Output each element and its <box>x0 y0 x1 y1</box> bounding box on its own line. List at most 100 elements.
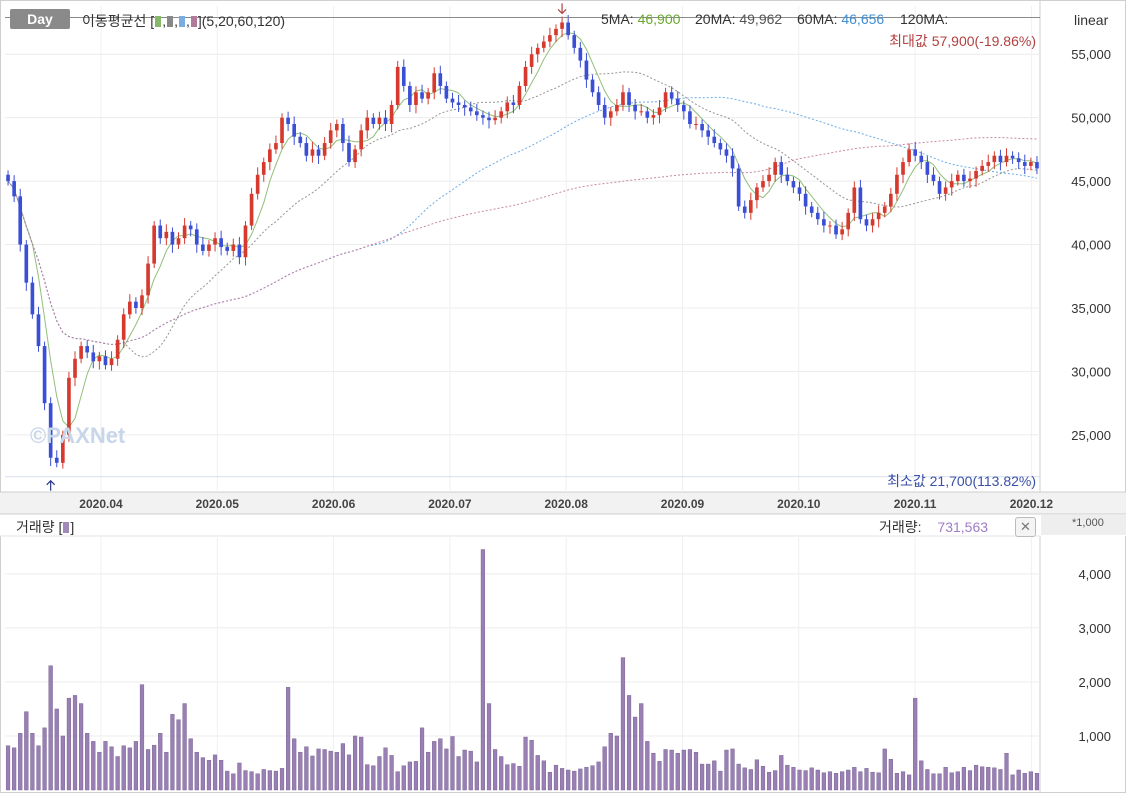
volume-bar <box>1022 773 1027 791</box>
candlestick-series[interactable] <box>6 15 1039 469</box>
ma60-readout-label: 60MA: <box>797 11 838 27</box>
scale-mode-toggle[interactable]: linear <box>1074 12 1109 28</box>
candle-body <box>481 115 485 118</box>
candle <box>231 238 236 257</box>
candle <box>590 75 595 97</box>
candle <box>450 92 455 109</box>
volume-bar <box>121 745 126 791</box>
candle <box>828 221 832 234</box>
candle-body <box>901 162 905 175</box>
volume-bar <box>474 761 479 791</box>
candle-body <box>694 124 698 126</box>
candle <box>870 213 875 233</box>
volume-bar <box>139 684 145 791</box>
date-tick-label: 2020.12 <box>1010 497 1054 511</box>
candle-body <box>456 102 461 105</box>
volume-bar <box>754 759 759 791</box>
period-day-button[interactable]: Day <box>10 9 70 29</box>
candle-body <box>943 187 948 194</box>
candle <box>462 100 467 116</box>
candle-body <box>103 356 108 366</box>
candle <box>657 100 662 124</box>
candle <box>797 181 802 201</box>
volume-bars[interactable] <box>5 549 1040 791</box>
candle-body <box>748 200 753 213</box>
indicator-params: (5,20,60,120) <box>201 13 286 29</box>
ma20-readout-label: 20MA: <box>695 11 736 27</box>
candle-body <box>761 181 765 188</box>
candle-body <box>67 377 71 435</box>
candle-body <box>998 155 1003 163</box>
candle <box>444 81 449 104</box>
indicator-label: 이동평균선 <box>82 13 147 29</box>
candle-body <box>718 143 723 150</box>
candle-body <box>809 206 814 213</box>
candle <box>18 188 23 252</box>
candle-body <box>572 35 577 48</box>
indicator-legend[interactable]: 이동평균선 [,,,](5,20,60,120) <box>82 13 286 29</box>
candle <box>937 176 942 200</box>
volume-bar <box>986 767 991 791</box>
candle-body <box>700 124 704 131</box>
candle-body <box>651 115 656 118</box>
candle <box>633 99 637 120</box>
candle <box>383 110 388 131</box>
volume-bar <box>980 766 985 791</box>
date-tick-label: 2020.08 <box>545 497 589 511</box>
ma5-readout-label: 5MA: <box>601 11 634 27</box>
candle-body <box>432 73 437 93</box>
volume-bar <box>657 761 662 791</box>
candle <box>286 111 290 131</box>
candle <box>268 143 272 171</box>
candle-body <box>712 136 717 144</box>
candle-body <box>146 263 150 296</box>
candle <box>438 65 443 95</box>
candle-body <box>773 162 777 175</box>
candle-body <box>152 225 156 264</box>
candle <box>6 170 10 186</box>
candle-body <box>615 104 619 112</box>
close-volume-panel-button[interactable]: ✕ <box>1015 517 1036 537</box>
volume-header-band <box>0 514 1126 536</box>
candle <box>468 101 473 116</box>
volume-bar <box>620 657 626 791</box>
candle <box>669 86 674 105</box>
candle <box>529 46 534 74</box>
candle <box>261 157 266 182</box>
volume-bar <box>706 763 711 791</box>
candle <box>30 276 35 319</box>
candle <box>572 30 577 54</box>
candle <box>91 344 96 369</box>
candle <box>980 159 984 176</box>
candle <box>347 135 351 167</box>
candle <box>736 163 741 211</box>
volume-bar <box>237 762 242 791</box>
volume-bar <box>426 751 431 791</box>
volume-bar <box>273 770 279 791</box>
volume-bar <box>864 768 869 791</box>
candle-body <box>980 165 984 171</box>
candle-body <box>828 225 832 227</box>
candle <box>316 144 321 164</box>
candle <box>54 450 59 468</box>
volume-bar <box>212 754 218 791</box>
candle <box>164 224 169 246</box>
volume-bar <box>322 749 327 791</box>
volume-bar <box>712 760 717 791</box>
candle-body <box>468 107 473 112</box>
candle-body <box>225 247 230 251</box>
candle-body <box>164 231 169 239</box>
candle-body <box>529 54 534 67</box>
volume-bar <box>188 738 193 791</box>
candle-body <box>535 47 540 55</box>
candle-body <box>286 117 290 125</box>
candle-body <box>24 244 29 283</box>
candle-body <box>170 231 175 245</box>
volume-bar <box>760 766 766 791</box>
volume-bar <box>955 771 960 791</box>
candle-body <box>328 130 333 144</box>
date-tick-label: 2020.10 <box>777 497 821 511</box>
candle <box>724 143 729 163</box>
